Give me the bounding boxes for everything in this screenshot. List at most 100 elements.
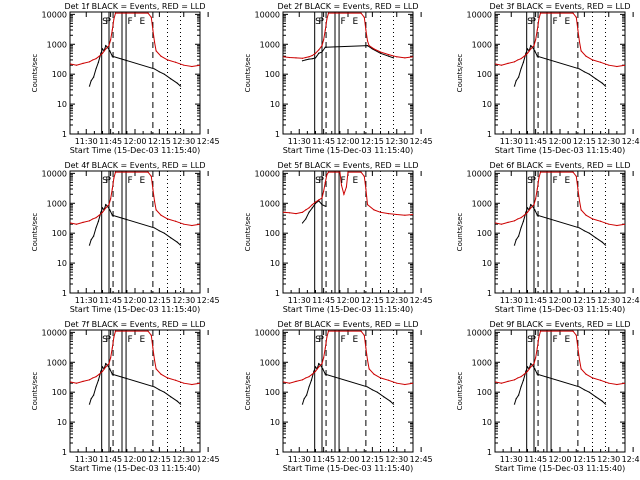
data-point xyxy=(601,400,603,402)
x-tick-label: 11:30 xyxy=(75,137,98,146)
data-point xyxy=(152,29,154,31)
data-point xyxy=(533,363,535,365)
data-point xyxy=(95,68,97,70)
data-point xyxy=(305,218,307,220)
data-point xyxy=(305,209,307,211)
y-tick-label: 10 xyxy=(482,259,492,268)
data-point xyxy=(314,57,317,59)
data-point xyxy=(523,214,525,216)
data-point xyxy=(392,57,395,59)
marker-E: E xyxy=(564,17,570,27)
data-point xyxy=(92,218,94,220)
data-point xyxy=(311,207,313,209)
x-tick-label: 11:30 xyxy=(288,296,311,305)
y-tick-label: 10 xyxy=(57,418,67,427)
y-tick-label: 10000 xyxy=(255,10,280,19)
data-point xyxy=(616,383,618,386)
data-point xyxy=(105,207,107,209)
x-tick-label: 12:15 xyxy=(148,296,171,305)
data-point xyxy=(114,171,117,173)
x-tick-label: 12:00 xyxy=(123,137,146,146)
panel-title: Det 7f BLACK = Events, RED = LLD xyxy=(64,320,205,329)
data-point xyxy=(88,403,91,405)
data-point xyxy=(536,373,538,375)
y-tick-label: 1000 xyxy=(472,40,492,49)
data-point xyxy=(323,357,325,359)
marker-E: E xyxy=(564,335,570,345)
data-point xyxy=(111,214,113,216)
y-tick-label: 1 xyxy=(487,130,492,139)
data-point xyxy=(191,383,193,386)
data-point xyxy=(388,379,390,381)
data-point xyxy=(314,202,317,204)
series-lld xyxy=(283,12,413,59)
data-point xyxy=(520,227,522,229)
data-point xyxy=(92,394,95,396)
y-tick-label: 10000 xyxy=(42,328,67,337)
data-point xyxy=(75,223,78,225)
data-point xyxy=(515,80,517,82)
x-tick-label: 12:45 xyxy=(197,296,220,305)
marker-P: P xyxy=(318,17,324,27)
time-markers xyxy=(101,12,181,134)
panel-title: Det 6f BLACK = Events, RED = LLD xyxy=(489,161,630,170)
data-point xyxy=(392,403,395,405)
x-tick-label: 12:00 xyxy=(336,137,359,146)
data-point xyxy=(616,65,618,68)
x-tick-label: 12:30 xyxy=(385,137,408,146)
data-point xyxy=(110,39,112,41)
data-point xyxy=(324,347,326,349)
x-tick-label: 11:45 xyxy=(312,296,335,305)
data-point xyxy=(326,18,328,20)
series-line-events xyxy=(514,203,606,246)
data-point xyxy=(526,48,529,50)
marker-S: S xyxy=(527,176,533,186)
data-point xyxy=(515,398,517,400)
series-line-lld xyxy=(70,12,200,68)
data-point xyxy=(530,48,532,50)
y-axis-label: Counts/sec xyxy=(244,372,252,411)
data-point xyxy=(538,18,540,20)
data-point xyxy=(365,29,367,31)
x-tick-label: 12:15 xyxy=(361,296,384,305)
data-point xyxy=(308,211,310,213)
data-point xyxy=(396,382,398,384)
data-point xyxy=(588,232,590,234)
x-tick-label: 12:30 xyxy=(385,296,408,305)
data-point xyxy=(327,12,330,14)
data-point xyxy=(526,211,529,213)
panel-det-2: Det 2f BLACK = Events, RED = LLD 1 10 100 10… xyxy=(244,2,433,155)
data-point xyxy=(155,209,157,211)
x-tick-label: 12:15 xyxy=(573,296,596,305)
y-tick-label: 100 xyxy=(52,229,67,238)
data-point xyxy=(108,45,110,47)
panel-det-1: Det 1f BLACK = Events, RED = LLD 1 10 100 10… xyxy=(31,2,220,155)
data-point xyxy=(343,193,345,195)
data-point xyxy=(525,211,527,213)
data-point xyxy=(575,16,577,18)
series-events xyxy=(301,200,326,224)
data-point xyxy=(495,63,496,65)
data-point xyxy=(323,190,325,192)
data-point xyxy=(191,65,193,68)
data-point xyxy=(111,347,113,349)
data-point xyxy=(170,396,172,398)
data-point xyxy=(288,56,291,59)
data-point xyxy=(321,204,323,206)
y-tick-label: 10000 xyxy=(255,169,280,178)
data-point xyxy=(539,330,542,332)
time-markers xyxy=(314,171,394,293)
data-point xyxy=(580,368,582,370)
x-tick-label: 11:45 xyxy=(524,137,547,146)
data-point xyxy=(152,188,154,190)
data-point xyxy=(163,73,165,75)
y-tick-label: 1 xyxy=(275,448,280,457)
data-point xyxy=(88,244,91,246)
data-point xyxy=(347,171,349,173)
data-point xyxy=(153,227,156,229)
y-tick-label: 10000 xyxy=(467,169,492,178)
data-point xyxy=(199,223,200,225)
x-tick-label: 12:15 xyxy=(148,137,171,146)
data-point xyxy=(363,16,365,18)
marker-S: S xyxy=(315,17,321,27)
